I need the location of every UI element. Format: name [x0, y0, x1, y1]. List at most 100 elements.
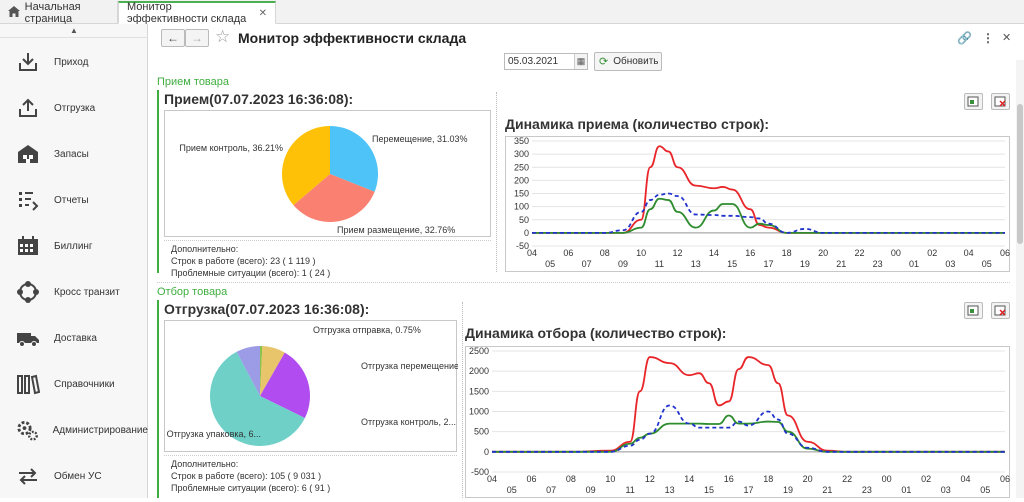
- x-tick-label: 14: [684, 474, 694, 484]
- pie-slice: [293, 174, 375, 222]
- scrollbar[interactable]: [1016, 60, 1024, 498]
- extra-problem-situations: Проблемные ситуации (всего): 1 ( 24 ): [171, 268, 331, 278]
- gears-icon: [17, 421, 38, 441]
- y-tick-label: 200: [514, 175, 529, 185]
- y-tick-label: 0: [484, 447, 489, 457]
- x-tick-label: 04: [961, 474, 971, 484]
- sidebar-item-spravochniki[interactable]: Справочники: [0, 364, 148, 404]
- sidebar-item-prihod[interactable]: Приход: [0, 42, 148, 82]
- x-tick-label: 11: [655, 259, 664, 269]
- sidebar-item-otchety[interactable]: Отчеты: [0, 180, 148, 220]
- sidebar-item-zapasy[interactable]: Запасы: [0, 134, 148, 174]
- tab-home[interactable]: Начальная страница: [0, 0, 118, 25]
- warehouse-icon: [18, 145, 38, 163]
- reception-pie-frame: Перемещение, 31.03% Прием размещение, 32.…: [164, 110, 491, 237]
- x-tick-label: 15: [704, 485, 714, 495]
- pie-slice: [260, 346, 285, 396]
- x-tick-label: 12: [645, 474, 655, 484]
- x-tick-label: 04: [527, 248, 537, 258]
- sidebar-item-label: Доставка: [54, 332, 97, 344]
- x-tick-label: 08: [600, 248, 610, 258]
- x-tick-label: 07: [582, 259, 592, 269]
- x-tick-label: 05: [545, 259, 555, 269]
- sidebar-item-administrirovanie[interactable]: Администрирование: [0, 410, 148, 450]
- x-tick-label: 06: [563, 248, 573, 258]
- cross-transit-icon: [17, 281, 39, 303]
- pie-slice: [236, 346, 260, 396]
- chart-clear-icon: [994, 305, 1006, 316]
- sidebar-item-cross-transit[interactable]: Кросс транзит: [0, 272, 148, 312]
- x-tick-label: 19: [783, 485, 793, 495]
- forward-button[interactable]: →: [185, 29, 209, 47]
- tab-home-label: Начальная страница: [24, 0, 81, 25]
- settings-button[interactable]: [964, 93, 983, 110]
- sidebar-item-label: Приход: [54, 56, 89, 68]
- x-tick-label: 03: [941, 485, 951, 495]
- pie-label: Прием размещение, 32.76%: [337, 225, 455, 235]
- download-icon: [19, 53, 37, 71]
- pie-slice: [330, 126, 378, 192]
- settings-button[interactable]: [964, 302, 983, 319]
- calendar-icon[interactable]: ▦: [574, 54, 587, 69]
- extra-rows-in-work: Строк в работе (всего): 23 ( 1 119 ): [171, 256, 316, 266]
- sidebar-item-otgruzka[interactable]: Отгрузка: [0, 88, 148, 128]
- close-icon[interactable]: ✕: [1002, 32, 1012, 44]
- favorite-star-icon[interactable]: ☆: [215, 27, 231, 46]
- sidebar-item-label: Запасы: [54, 148, 89, 160]
- series-line: [492, 404, 1005, 453]
- home-icon: [8, 5, 21, 20]
- sidebar: ▲ Приход Отгрузка Запасы Отчеты: [0, 24, 148, 498]
- x-tick-label: 02: [921, 474, 931, 484]
- link-icon[interactable]: 🔗: [957, 31, 972, 45]
- group-title-reception: Прием товара: [157, 76, 230, 88]
- sidebar-item-obmen[interactable]: Обмен УС: [0, 456, 148, 496]
- sidebar-item-label: Отгрузка: [54, 102, 96, 114]
- x-tick-label: 08: [566, 474, 576, 484]
- sidebar-item-label: Администрирование: [52, 424, 148, 436]
- scrollbar-thumb[interactable]: [1017, 104, 1023, 244]
- y-tick-label: 300: [514, 149, 529, 159]
- sidebar-item-dostavka[interactable]: Доставка: [0, 318, 148, 358]
- pie-label: Перемещение, 31.03%: [372, 134, 468, 144]
- more-icon[interactable]: ⋮: [982, 31, 994, 45]
- x-tick-label: 14: [709, 248, 719, 258]
- x-tick-label: 12: [673, 248, 683, 258]
- pie-label: Отгрузка перемещение, ...: [361, 361, 458, 371]
- tab-warehouse-monitor[interactable]: Монитор эффективности склада ✕: [118, 1, 276, 25]
- clear-button[interactable]: [991, 93, 1010, 110]
- pie-slice: [260, 346, 263, 396]
- date-field[interactable]: 05.03.2021 ▦: [504, 53, 588, 70]
- x-tick-label: 22: [842, 474, 852, 484]
- sidebar-item-billing[interactable]: Биллинг: [0, 226, 148, 266]
- x-tick-label: 03: [945, 259, 955, 269]
- pie-slice: [210, 351, 305, 446]
- close-icon[interactable]: ✕: [258, 7, 267, 19]
- y-tick-label: -500: [471, 467, 489, 477]
- divider: [164, 240, 491, 241]
- x-tick-label: 09: [618, 259, 628, 269]
- y-tick-label: 0: [524, 228, 529, 238]
- x-tick-label: 07: [546, 485, 556, 495]
- page-title: Монитор эффективности склада: [238, 30, 467, 46]
- scroll-up-icon[interactable]: ▲: [0, 24, 148, 38]
- back-button[interactable]: ←: [161, 29, 185, 47]
- y-tick-label: 150: [514, 189, 529, 199]
- x-tick-label: 09: [586, 485, 596, 495]
- refresh-button[interactable]: ⟳ Обновить: [594, 52, 662, 71]
- sidebar-item-label: Биллинг: [54, 240, 93, 252]
- clear-button[interactable]: [991, 302, 1010, 319]
- divider: [462, 302, 463, 498]
- x-tick-label: 04: [487, 474, 497, 484]
- y-tick-label: 2500: [469, 347, 489, 356]
- x-tick-label: 16: [724, 474, 734, 484]
- pie-slice: [282, 126, 330, 206]
- x-tick-label: 01: [901, 485, 911, 495]
- x-tick-label: 20: [803, 474, 813, 484]
- tab-warehouse-monitor-label: Монитор эффективности склада: [127, 1, 247, 25]
- pie-label: Отгрузка отправка, 0.75%: [313, 325, 421, 335]
- sidebar-item-label: Кросс транзит: [54, 286, 120, 298]
- picking-extra: Дополнительно: Строк в работе (всего): 1…: [171, 458, 330, 494]
- picking-line-frame: 2500 2000 1500 1000 500 0 -500 04 06 08 10 12 14 16 18…: [465, 346, 1010, 498]
- chart-title-reception: Динамика приема (количество строк):: [505, 116, 770, 132]
